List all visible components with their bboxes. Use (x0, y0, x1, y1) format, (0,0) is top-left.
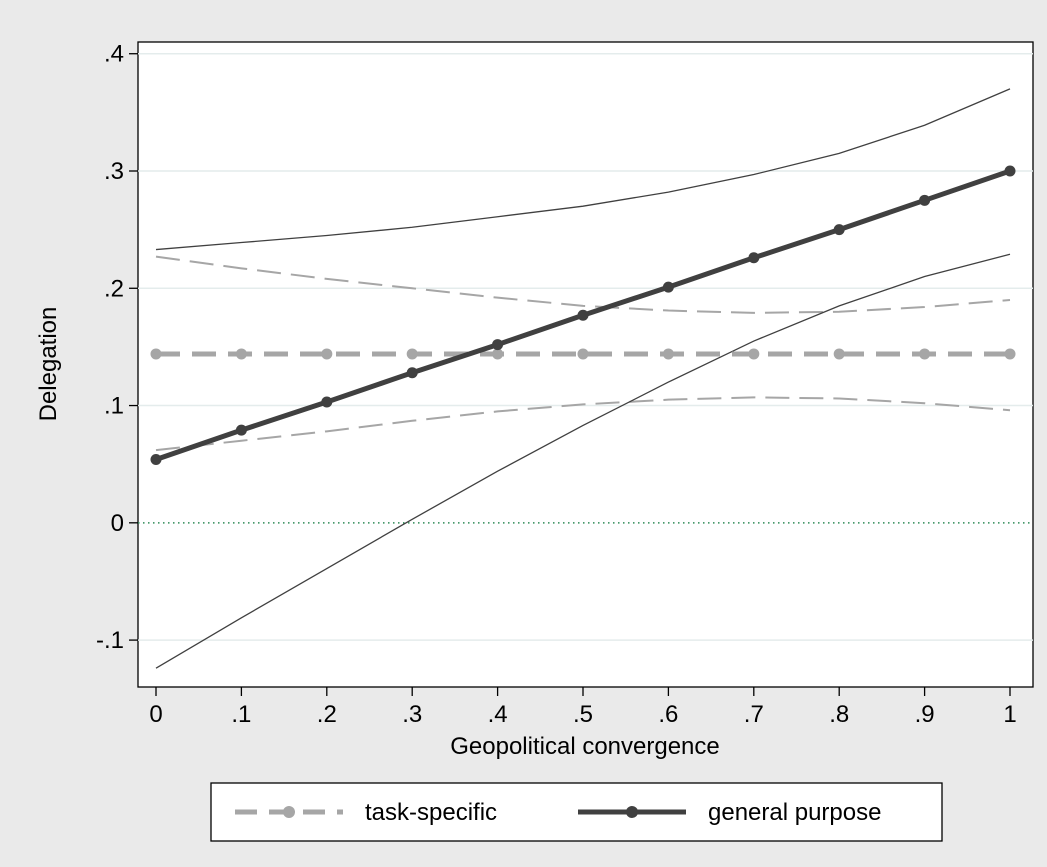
ci-lower-general-purpose (155, 253, 1011, 669)
x-tick-label: 1 (1003, 701, 1016, 728)
ci-upper-general-purpose (155, 88, 1011, 251)
data-point-task-specific (833, 348, 845, 360)
data-point-general-purpose (748, 252, 760, 264)
data-point-task-specific (235, 348, 247, 360)
x-tick-label: .1 (231, 701, 251, 728)
data-point-general-purpose (150, 453, 162, 465)
grid-lines (138, 52, 1033, 641)
data-point-task-specific (1004, 348, 1016, 360)
x-tick-label: .4 (488, 701, 508, 728)
data-point-task-specific (150, 348, 162, 360)
data-point-task-specific (492, 348, 504, 360)
ci-upper-task-specific (155, 255, 1011, 314)
y-axis-title: Delegation (35, 307, 62, 422)
x-tick-label: .8 (829, 701, 849, 728)
legend-label-task-specific: task-specific (365, 799, 497, 826)
data-point-general-purpose (406, 367, 418, 379)
x-tick-label: .2 (317, 701, 337, 728)
legend: task-specific general purpose (210, 782, 943, 842)
plot-background (137, 41, 1034, 688)
y-tick-label: -.1 (96, 627, 124, 654)
confidence-bands (155, 88, 1011, 669)
legend-box (210, 782, 943, 842)
data-point-task-specific (577, 348, 589, 360)
data-point-general-purpose (1004, 165, 1016, 177)
y-tick-label: 0 (111, 510, 124, 537)
legend-marker-general-purpose (626, 806, 638, 818)
data-point-general-purpose (662, 281, 674, 293)
x-tick-label: .3 (402, 701, 422, 728)
y-tick-label: .4 (104, 41, 124, 68)
y-tick-label: .3 (104, 158, 124, 185)
data-point-task-specific (321, 348, 333, 360)
x-tick-label: .7 (744, 701, 764, 728)
data-point-task-specific (919, 348, 931, 360)
data-point-task-specific (406, 348, 418, 360)
legend-label-general-purpose: general purpose (708, 799, 881, 826)
x-tick-label: .5 (573, 701, 593, 728)
ci-lower-task-specific (155, 396, 1011, 452)
data-point-general-purpose (492, 339, 504, 351)
y-tick-label: .2 (104, 275, 124, 302)
x-tick-label: .9 (915, 701, 935, 728)
data-point-general-purpose (235, 424, 247, 436)
x-axis-title: Geopolitical convergence (450, 733, 720, 760)
data-point-task-specific (748, 348, 760, 360)
data-point-general-purpose (321, 396, 333, 408)
data-point-general-purpose (919, 194, 931, 206)
x-tick-label: 0 (149, 701, 162, 728)
data-point-general-purpose (833, 224, 845, 236)
y-tick-label: .1 (104, 393, 124, 420)
legend-marker-task-specific (283, 806, 295, 818)
x-tick-label: .6 (658, 701, 678, 728)
axes: -.1 0 .1 .2 .3 .4 0 .1 .2 .3 .4 .5 .6 .7 .8 .9 1 (96, 41, 1017, 728)
data-point-general-purpose (577, 309, 589, 321)
data-point-task-specific (662, 348, 674, 360)
series-lines (150, 165, 1016, 465)
